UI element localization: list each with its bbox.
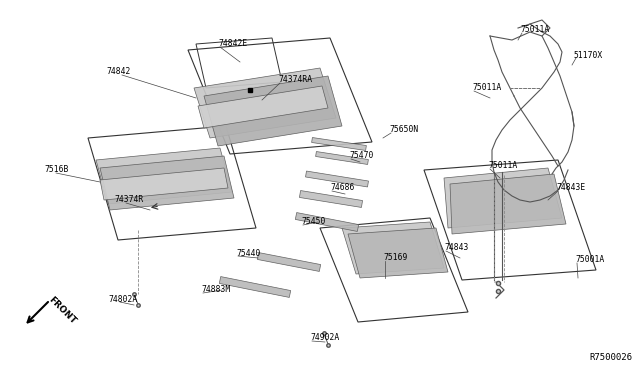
Text: 74802A: 74802A [108,295,137,304]
Polygon shape [305,171,369,187]
Polygon shape [257,253,321,272]
Text: 74686: 74686 [330,183,355,192]
Text: 7516B: 7516B [44,166,68,174]
Polygon shape [312,138,366,150]
Text: 75450: 75450 [301,218,325,227]
Text: 74842E: 74842E [218,39,247,48]
Polygon shape [100,156,234,210]
Text: 75650N: 75650N [389,125,419,135]
Polygon shape [295,212,358,231]
Text: 75011A: 75011A [472,83,501,93]
Polygon shape [204,76,342,146]
Text: 75011A: 75011A [488,161,517,170]
Polygon shape [100,168,228,200]
Text: 51170X: 51170X [574,51,604,60]
Polygon shape [96,148,232,204]
Polygon shape [198,86,328,128]
Text: 75169: 75169 [383,253,408,263]
Text: FRONT: FRONT [47,295,77,326]
Text: 74842: 74842 [106,67,131,77]
Text: 75001A: 75001A [575,256,604,264]
Polygon shape [348,228,448,278]
Text: 75011A: 75011A [520,26,549,35]
Text: 74374R: 74374R [114,196,143,205]
Polygon shape [300,190,362,208]
Polygon shape [316,151,369,164]
Text: 75470: 75470 [349,151,373,160]
Text: 74843: 74843 [444,244,468,253]
Text: 74883M: 74883M [201,285,230,295]
Text: 75440: 75440 [236,248,260,257]
Text: 74374RA: 74374RA [278,76,312,84]
Polygon shape [194,68,336,138]
Polygon shape [220,276,291,298]
Text: R7500026: R7500026 [589,353,632,362]
Polygon shape [450,174,566,234]
Polygon shape [342,222,444,274]
Polygon shape [444,168,562,228]
Text: 74843E: 74843E [556,183,585,192]
Text: 74902A: 74902A [310,334,339,343]
